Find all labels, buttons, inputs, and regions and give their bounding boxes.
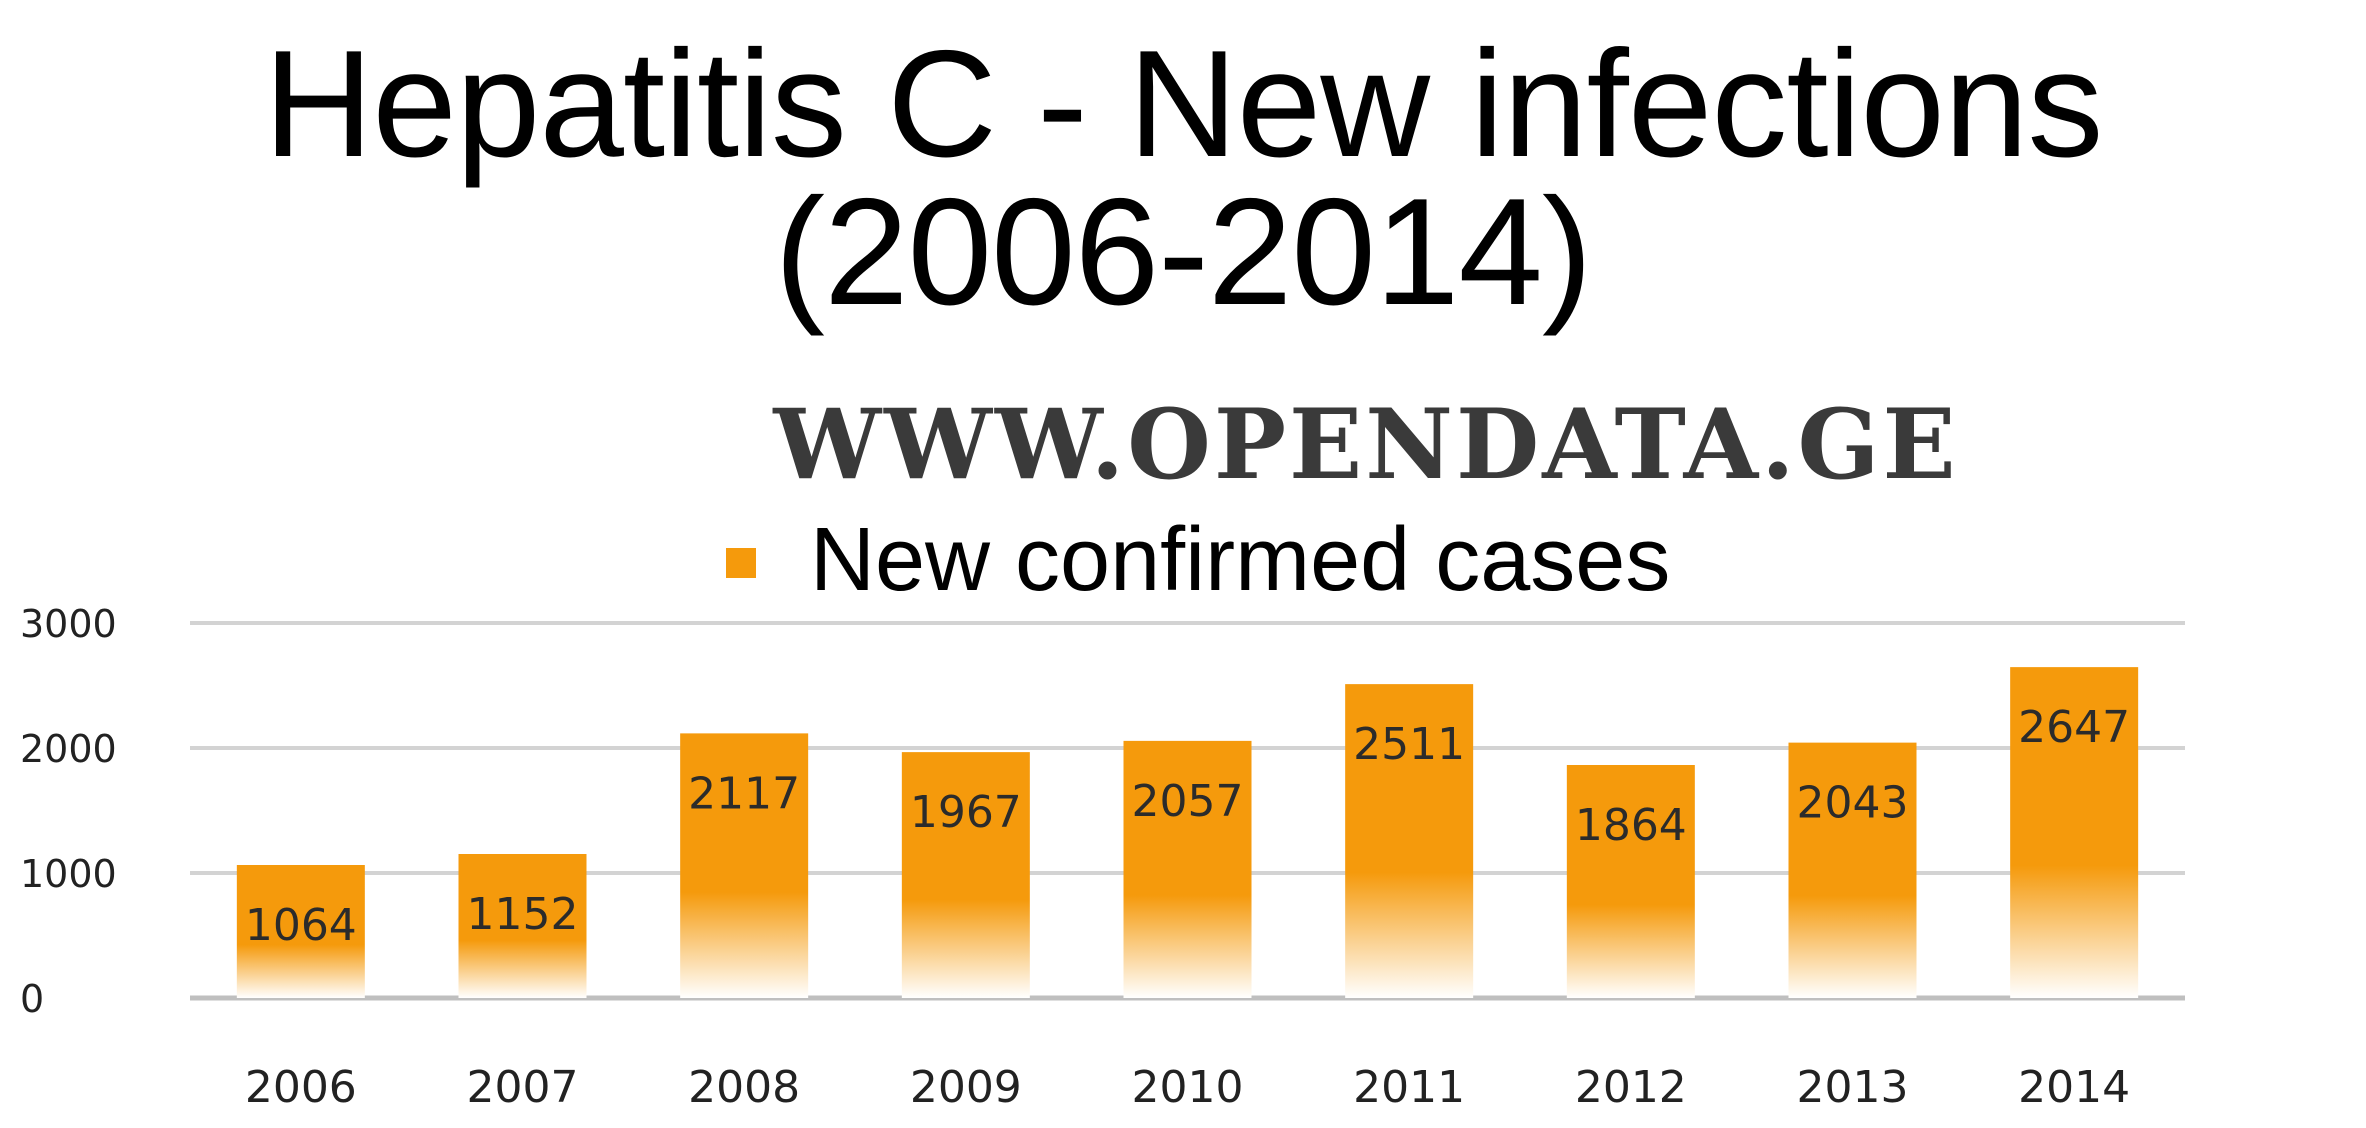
data-label: 1967 bbox=[910, 787, 1022, 838]
x-tick-label: 2006 bbox=[245, 1062, 357, 1113]
x-axis-ticks: 2006 2007 2008 2009 2010 2011 2012 2013 2014 bbox=[245, 1062, 2130, 1113]
x-tick-label: 2010 bbox=[1132, 1062, 1244, 1113]
x-tick-label: 2007 bbox=[467, 1062, 579, 1113]
data-label: 2043 bbox=[1797, 778, 1909, 829]
y-tick-label: 2000 bbox=[20, 727, 117, 771]
x-tick-label: 2012 bbox=[1575, 1062, 1687, 1113]
data-label: 2117 bbox=[688, 768, 800, 819]
y-tick-label: 0 bbox=[20, 977, 44, 1021]
x-tick-label: 2011 bbox=[1353, 1062, 1465, 1113]
data-label: 1064 bbox=[245, 900, 357, 951]
data-label: 2647 bbox=[2018, 702, 2130, 753]
y-axis-ticks: 0 1000 2000 3000 bbox=[20, 602, 117, 1021]
bars bbox=[236, 667, 2139, 998]
bar bbox=[236, 865, 365, 998]
data-label: 1864 bbox=[1575, 800, 1687, 851]
chart-title: Hepatitis C - New infections (2006-2014) bbox=[0, 19, 2366, 337]
legend: New confirmed cases bbox=[726, 510, 1670, 610]
data-label: 2511 bbox=[1353, 719, 1465, 770]
watermark-text: WWW.OPENDATA.GE bbox=[772, 388, 1958, 501]
y-tick-label: 1000 bbox=[20, 852, 117, 896]
bar bbox=[458, 854, 587, 998]
x-tick-label: 2009 bbox=[910, 1062, 1022, 1113]
legend-label: New confirmed cases bbox=[810, 510, 1670, 610]
data-label: 2057 bbox=[1132, 776, 1244, 827]
data-labels: 1064 1152 2117 1967 2057 2511 1864 2043 2647 bbox=[245, 702, 2130, 951]
x-tick-label: 2013 bbox=[1797, 1062, 1909, 1113]
bar bbox=[901, 752, 1030, 998]
bar bbox=[1345, 684, 1474, 998]
bar bbox=[1788, 742, 1917, 998]
y-tick-label: 3000 bbox=[20, 602, 117, 646]
x-tick-label: 2014 bbox=[2018, 1062, 2130, 1113]
bar bbox=[2010, 667, 2139, 998]
bar bbox=[680, 733, 809, 998]
legend-swatch bbox=[726, 548, 756, 578]
chart-title-line-2: (2006-2014) bbox=[774, 167, 1592, 337]
x-tick-label: 2008 bbox=[688, 1062, 800, 1113]
data-label: 1152 bbox=[467, 889, 579, 940]
chart-title-line-1: Hepatitis C - New infections bbox=[263, 19, 2104, 189]
bar bbox=[1566, 765, 1695, 998]
bar bbox=[1123, 740, 1252, 998]
